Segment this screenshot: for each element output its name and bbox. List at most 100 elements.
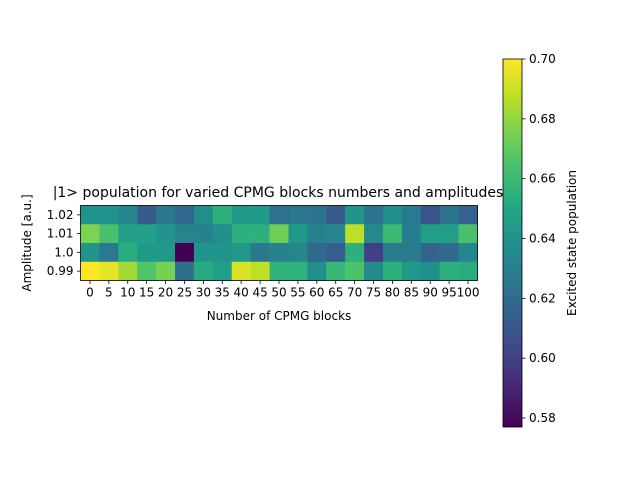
heatmap-cell	[175, 205, 195, 225]
colorbar-tick-label: 0.66	[529, 172, 556, 186]
heatmap-cell	[231, 224, 251, 244]
heatmap-cell	[80, 205, 100, 225]
heatmap-cell	[231, 205, 251, 225]
heatmap-cell	[345, 243, 365, 263]
heatmap-cell	[439, 243, 459, 263]
heatmap-cell	[458, 205, 478, 225]
heatmap-cell	[364, 205, 384, 225]
heatmap-cell	[345, 205, 365, 225]
colorbar	[502, 58, 523, 428]
heatmap-cell	[439, 261, 459, 281]
y-tick-label: 1.02	[47, 208, 74, 222]
x-tick-label: 25	[177, 286, 192, 300]
heatmap-cell	[307, 224, 327, 244]
x-tick-label: 10	[120, 286, 135, 300]
x-tick-label: 65	[328, 286, 343, 300]
x-tick-label: 0	[86, 286, 94, 300]
heatmap-cell	[137, 205, 157, 225]
heatmap-cell	[326, 261, 346, 281]
x-tick-label: 15	[139, 286, 154, 300]
heatmap-cell	[80, 224, 100, 244]
heatmap-cell	[382, 243, 403, 263]
heatmap-cell	[382, 224, 403, 244]
heatmap-cell	[175, 261, 195, 281]
colorbar-tick-label: 0.58	[529, 411, 556, 425]
x-tick-label: 5	[105, 286, 113, 300]
heatmap-cell	[401, 261, 422, 281]
heatmap-cell	[269, 224, 289, 244]
x-axis-label: Number of CPMG blocks	[207, 309, 352, 323]
colorbar-ticks: 0.58 0.60 0.62 0.64 0.66 0.68 0.70	[522, 52, 556, 425]
heatmap-cell	[137, 243, 157, 263]
heatmap-cell	[401, 224, 422, 244]
heatmap-cell	[420, 205, 440, 225]
x-tick-label: 20	[158, 286, 173, 300]
heatmap-cell	[458, 224, 478, 244]
colorbar-tick-label: 0.68	[529, 112, 556, 126]
heatmap-cell	[364, 243, 384, 263]
colorbar-tick-label: 0.64	[529, 232, 556, 246]
heatmap-cell	[307, 243, 327, 263]
heatmap-cell	[420, 224, 440, 244]
heatmap-cell	[156, 205, 176, 225]
heatmap-cell	[193, 243, 214, 263]
colorbar-tick-label: 0.70	[529, 52, 556, 66]
heatmap-cell	[137, 224, 157, 244]
heatmap-cell	[288, 224, 308, 244]
x-tick-label: 90	[423, 286, 438, 300]
colorbar-tick-label: 0.62	[529, 291, 556, 305]
heatmap-cell	[307, 205, 327, 225]
heatmap-cell	[288, 243, 308, 263]
heatmap-cell	[156, 243, 176, 263]
heatmap-cell	[156, 261, 176, 281]
heatmap-cell	[250, 224, 270, 244]
heatmap-cell	[307, 261, 327, 281]
heatmap-cell	[193, 224, 214, 244]
heatmap-cell	[288, 261, 308, 281]
heatmap-cell	[364, 261, 384, 281]
heatmap-cell	[439, 224, 459, 244]
heatmap-cell	[175, 243, 195, 263]
x-tick-label: 60	[309, 286, 324, 300]
x-tick-label: 70	[347, 286, 362, 300]
colorbar-label: Excited state population	[565, 170, 579, 316]
heatmap-cell	[439, 205, 459, 225]
heatmap-cell	[250, 205, 270, 225]
x-tick-label: 95	[442, 286, 457, 300]
heatmap-cell	[364, 224, 384, 244]
heatmap-cell	[80, 261, 100, 281]
heatmap-cell	[288, 205, 308, 225]
heatmap-cell	[458, 261, 478, 281]
heatmap-cell	[118, 205, 138, 225]
heatmap-cell	[156, 224, 176, 244]
x-tick-label: 75	[366, 286, 381, 300]
heatmap-cell	[118, 243, 138, 263]
heatmap-cell	[231, 243, 251, 263]
y-tick-label: 1.0	[54, 245, 73, 259]
heatmap-cell	[326, 224, 346, 244]
heatmap-cell	[80, 243, 100, 263]
x-tick-label: 80	[385, 286, 400, 300]
heatmap-cell	[99, 224, 119, 244]
heatmap-cell	[118, 224, 138, 244]
x-tick-label: 85	[404, 286, 419, 300]
x-tick-label: 100	[457, 286, 480, 300]
heatmap-cell	[99, 205, 119, 225]
heatmap-cell	[345, 261, 365, 281]
x-axis: 0 5 10 15 20 25 30 35 40 45 50 55 60 65 70 75 80 85 90 95 10…	[86, 280, 480, 300]
x-tick-label: 50	[271, 286, 286, 300]
heatmap-cell	[99, 261, 119, 281]
heatmap-cell	[420, 261, 440, 281]
y-tick-label: 1.01	[47, 227, 74, 241]
heatmap-cell	[326, 205, 346, 225]
heatmap-cell	[269, 205, 289, 225]
heatmap-cell	[401, 205, 422, 225]
x-tick-label: 35	[215, 286, 230, 300]
heatmap-cell	[345, 224, 365, 244]
x-tick-label: 30	[196, 286, 211, 300]
heatmap-cells	[80, 205, 478, 281]
heatmap-cell	[401, 243, 422, 263]
x-tick-label: 45	[252, 286, 267, 300]
heatmap-cell	[99, 243, 119, 263]
